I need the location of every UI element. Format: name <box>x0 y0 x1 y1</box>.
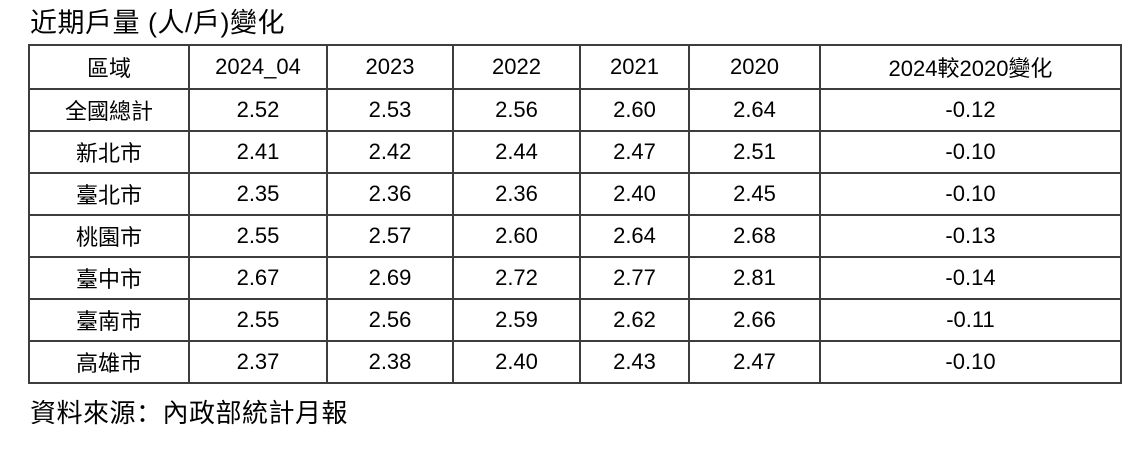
page-title: 近期戶量 (人/戶)變化 <box>30 8 285 38</box>
column-header-2021: 2021 <box>579 44 690 91</box>
region-cell: 高雄市 <box>28 340 190 385</box>
value-cell: 2.69 <box>326 256 454 301</box>
change-cell: -0.14 <box>819 256 1122 301</box>
value-cell: 2.45 <box>688 172 821 217</box>
source-note: 資料來源：內政部統計月報 <box>30 398 349 429</box>
value-cell: 2.72 <box>452 256 581 301</box>
change-cell: -0.13 <box>819 214 1122 259</box>
value-cell: 2.57 <box>326 214 454 259</box>
value-cell: 2.60 <box>452 214 581 259</box>
value-cell: 2.56 <box>452 88 581 133</box>
table-row: 新北市 2.41 2.42 2.44 2.47 2.51 -0.10 <box>28 130 1122 175</box>
value-cell: 2.47 <box>688 340 821 385</box>
table-row: 臺北市 2.35 2.36 2.36 2.40 2.45 -0.10 <box>28 172 1122 217</box>
header-row: 區域 2024_04 2023 2022 2021 2020 2024較2020… <box>28 44 1122 91</box>
value-cell: 2.59 <box>452 298 581 343</box>
change-cell: -0.11 <box>819 298 1122 343</box>
region-cell: 臺北市 <box>28 172 190 217</box>
region-cell: 臺南市 <box>28 298 190 343</box>
value-cell: 2.41 <box>188 130 328 175</box>
value-cell: 2.44 <box>452 130 581 175</box>
table-row: 臺南市 2.55 2.56 2.59 2.62 2.66 -0.11 <box>28 298 1122 343</box>
change-cell: -0.10 <box>819 130 1122 175</box>
value-cell: 2.55 <box>188 298 328 343</box>
value-cell: 2.35 <box>188 172 328 217</box>
value-cell: 2.64 <box>579 214 690 259</box>
column-header-2020: 2020 <box>688 44 821 91</box>
value-cell: 2.67 <box>188 256 328 301</box>
column-header-change: 2024較2020變化 <box>819 44 1122 91</box>
value-cell: 2.40 <box>452 340 581 385</box>
value-cell: 2.37 <box>188 340 328 385</box>
value-cell: 2.40 <box>579 172 690 217</box>
region-cell: 新北市 <box>28 130 190 175</box>
value-cell: 2.66 <box>688 298 821 343</box>
value-cell: 2.81 <box>688 256 821 301</box>
column-header-2022: 2022 <box>452 44 581 91</box>
table-row: 桃園市 2.55 2.57 2.60 2.64 2.68 -0.13 <box>28 214 1122 259</box>
value-cell: 2.47 <box>579 130 690 175</box>
value-cell: 2.60 <box>579 88 690 133</box>
region-cell: 桃園市 <box>28 214 190 259</box>
value-cell: 2.53 <box>326 88 454 133</box>
region-cell: 全國總計 <box>28 88 190 133</box>
column-header-2024-04: 2024_04 <box>188 44 328 91</box>
value-cell: 2.52 <box>188 88 328 133</box>
change-cell: -0.10 <box>819 340 1122 385</box>
table-row: 高雄市 2.37 2.38 2.40 2.43 2.47 -0.10 <box>28 340 1122 385</box>
value-cell: 2.51 <box>688 130 821 175</box>
value-cell: 2.77 <box>579 256 690 301</box>
value-cell: 2.62 <box>579 298 690 343</box>
value-cell: 2.38 <box>326 340 454 385</box>
household-size-table: 區域 2024_04 2023 2022 2021 2020 2024較2020… <box>28 44 1122 385</box>
value-cell: 2.36 <box>452 172 581 217</box>
value-cell: 2.55 <box>188 214 328 259</box>
value-cell: 2.56 <box>326 298 454 343</box>
change-cell: -0.10 <box>819 172 1122 217</box>
region-cell: 臺中市 <box>28 256 190 301</box>
table-row: 臺中市 2.67 2.69 2.72 2.77 2.81 -0.14 <box>28 256 1122 301</box>
column-header-2023: 2023 <box>326 44 454 91</box>
value-cell: 2.43 <box>579 340 690 385</box>
value-cell: 2.68 <box>688 214 821 259</box>
change-cell: -0.12 <box>819 88 1122 133</box>
column-header-region: 區域 <box>28 44 190 91</box>
value-cell: 2.36 <box>326 172 454 217</box>
value-cell: 2.42 <box>326 130 454 175</box>
value-cell: 2.64 <box>688 88 821 133</box>
table-row: 全國總計 2.52 2.53 2.56 2.60 2.64 -0.12 <box>28 88 1122 133</box>
